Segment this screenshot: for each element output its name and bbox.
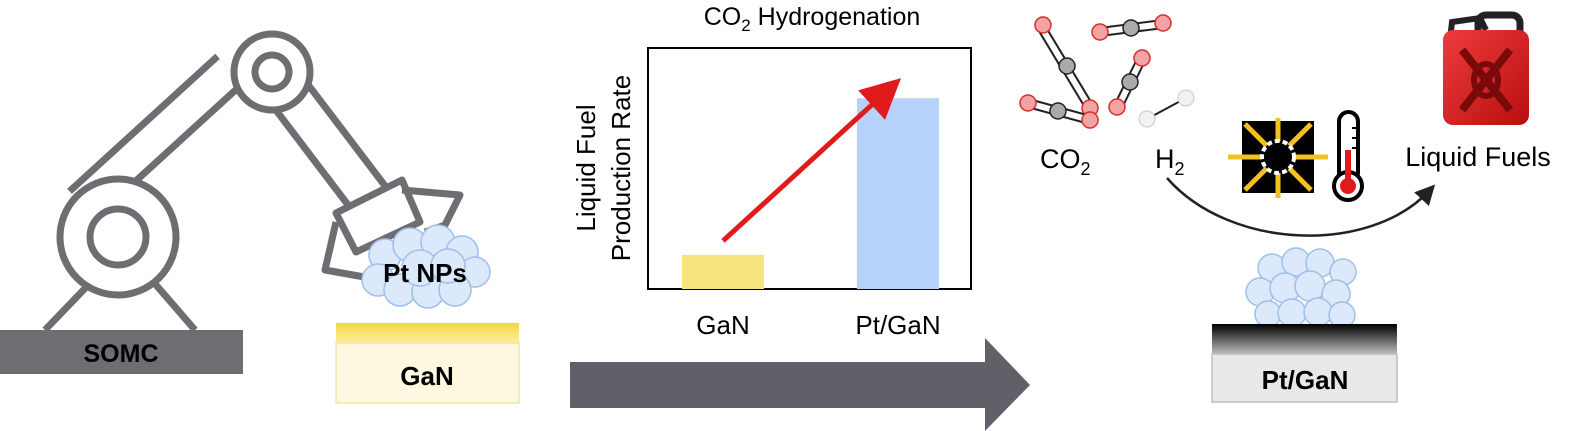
pt-gan-label: Pt/GaN xyxy=(1262,365,1349,395)
chart-title-subscript: 2 xyxy=(741,16,750,35)
h2-label: H2 xyxy=(1155,144,1185,179)
co2-molecules xyxy=(1019,14,1172,129)
somc-label: SOMC xyxy=(84,340,159,368)
chart-bars xyxy=(682,98,939,289)
bar-gan xyxy=(682,254,764,289)
pt-particle-cluster-right xyxy=(1245,247,1357,329)
base-plate xyxy=(0,330,243,374)
sun-light-icon xyxy=(1228,118,1328,198)
co2-label: CO2 xyxy=(1040,144,1091,179)
gan-substrate xyxy=(335,342,520,404)
x-tick-label: Pt/GaN xyxy=(855,310,940,340)
trend-arrow xyxy=(721,78,902,243)
process-arrow xyxy=(570,338,1030,431)
chart-frame xyxy=(647,47,972,290)
h2-molecule xyxy=(1138,89,1195,128)
co2-molecule xyxy=(1034,16,1099,117)
ylabel-line1: Liquid Fuel xyxy=(571,104,601,231)
chart-title-rest: Hydrogenation xyxy=(751,3,921,31)
thermometer-icon xyxy=(1332,110,1364,202)
robot-arm-icon xyxy=(42,30,464,333)
pt-particle-cluster xyxy=(361,224,491,309)
chart-x-tick-labels: GaN Pt/GaN xyxy=(696,310,940,340)
reaction-arrow xyxy=(1166,177,1436,237)
gan-substrate-label: GaN xyxy=(400,361,453,391)
gan-top-layer xyxy=(336,323,519,343)
co2-molecule xyxy=(1019,94,1099,129)
pt-layer xyxy=(1212,324,1397,354)
liquid-fuels-label: Liquid Fuels xyxy=(1405,142,1551,172)
ylabel-line2: Production Rate xyxy=(606,75,636,261)
fuel-canister-icon xyxy=(1443,11,1529,125)
chart-y-axis-label: Liquid Fuel Production Rate xyxy=(571,75,636,261)
bar-pt-gan xyxy=(857,98,939,289)
co2-molecule xyxy=(1091,14,1172,41)
co2-molecule xyxy=(1108,49,1151,116)
x-tick-label: GaN xyxy=(696,310,749,340)
chart-title-main: CO xyxy=(704,3,742,31)
chart-title: CO2 Hydrogenation xyxy=(704,3,921,35)
pt-nps-label: Pt NPs xyxy=(383,258,467,288)
pt-gan-substrate xyxy=(1211,353,1398,403)
